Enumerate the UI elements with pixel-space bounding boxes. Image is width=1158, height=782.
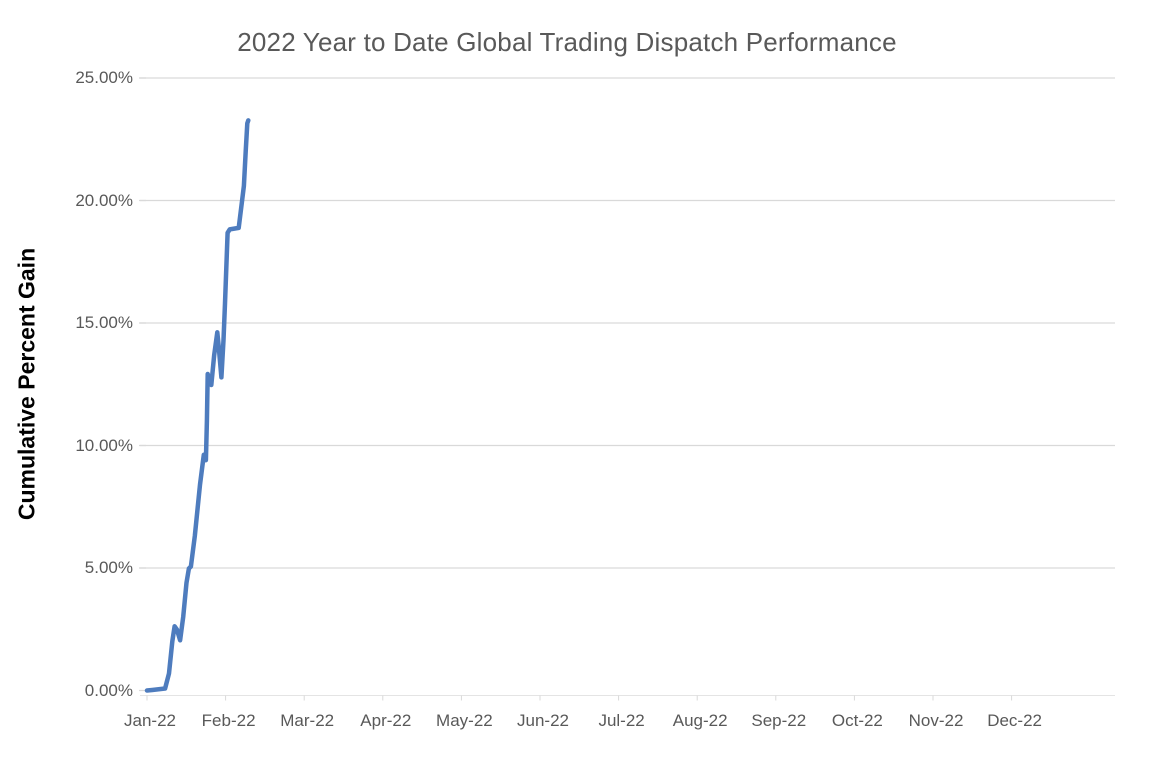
x-tick-label-jun-22: Jun-22 <box>517 711 569 730</box>
x-tick-label-feb-22: Feb-22 <box>201 711 256 730</box>
x-tick-label-oct-22: Oct-22 <box>831 711 883 730</box>
x-tick-label-may-22: May-22 <box>436 711 493 730</box>
x-tick-label-dec-22: Dec-22 <box>987 711 1042 730</box>
x-tick-label-jul-22: Jul-22 <box>598 711 645 730</box>
y-tick-label-500: 5.00% <box>84 558 133 577</box>
x-tick-label-mar-22: Mar-22 <box>280 711 335 730</box>
y-tick-label-000: 0.00% <box>84 680 133 700</box>
x-tick-label-apr-22: Apr-22 <box>360 711 412 730</box>
x-tick-label-nov-22: Nov-22 <box>908 711 964 730</box>
y-tick-label-1000: 10.00% <box>75 435 133 455</box>
y-tick-label-2500: 25.00% <box>75 68 133 87</box>
y-tick-label-1500: 15.00% <box>75 313 133 332</box>
x-tick-label-sep-22: Sep-22 <box>751 711 807 730</box>
x-tick-label-aug-22: Aug-22 <box>672 711 728 730</box>
y-tick-label-2000: 20.00% <box>75 190 133 210</box>
x-tick-label-jan-22: Jan-22 <box>124 711 176 730</box>
performance-line-series <box>144 118 251 693</box>
chart-title: 2022 Year to Date Global Trading Dispatc… <box>237 27 897 57</box>
